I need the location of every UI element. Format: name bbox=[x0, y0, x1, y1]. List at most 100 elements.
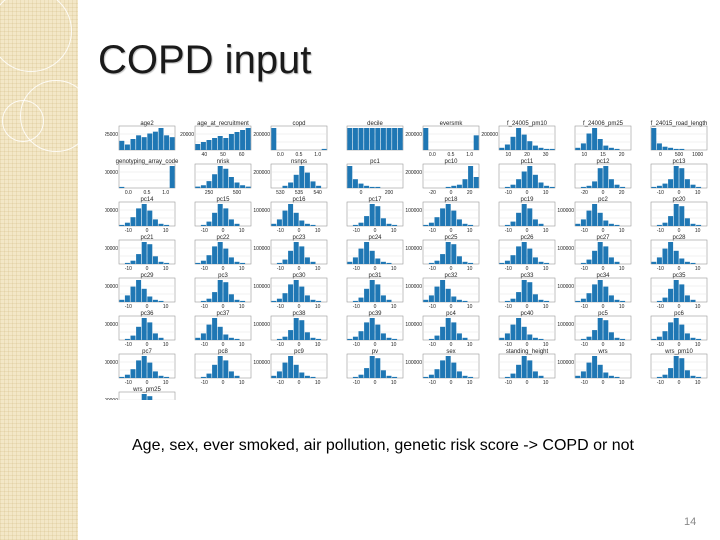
histogram-bar bbox=[217, 136, 223, 150]
x-tick-label: 0 bbox=[602, 342, 605, 348]
histogram-bar bbox=[347, 338, 353, 340]
histogram-bar bbox=[620, 338, 626, 340]
histogram-bar bbox=[516, 246, 522, 264]
histogram-bar bbox=[592, 250, 598, 264]
x-tick-label: 10 bbox=[695, 266, 701, 272]
x-tick-label: -10 bbox=[657, 380, 664, 386]
x-tick-label: 10 bbox=[467, 228, 473, 234]
x-tick-label: 10 bbox=[695, 342, 701, 348]
histogram-bar bbox=[217, 280, 223, 302]
histogram-bar bbox=[152, 131, 158, 150]
histogram-bar bbox=[668, 288, 674, 302]
panel-title: pc21 bbox=[140, 235, 154, 241]
histogram-bar bbox=[386, 128, 392, 150]
histogram-bar bbox=[364, 322, 370, 340]
histogram-bar bbox=[620, 186, 626, 188]
histogram-bar bbox=[130, 139, 136, 150]
histogram-bar bbox=[679, 168, 685, 188]
histogram-bar bbox=[212, 292, 218, 302]
histogram-bar bbox=[293, 242, 299, 264]
histogram-bar bbox=[200, 300, 206, 302]
histogram-bar bbox=[206, 140, 212, 150]
histogram-bar bbox=[690, 262, 696, 264]
histogram-bar bbox=[462, 223, 468, 226]
histogram-bar bbox=[451, 322, 457, 340]
histogram-bar bbox=[586, 362, 592, 378]
panel-frame bbox=[422, 201, 480, 227]
x-tick-label: 0 bbox=[298, 342, 301, 348]
histogram-bar bbox=[580, 143, 586, 150]
histogram-bar bbox=[124, 144, 130, 150]
histogram-bar bbox=[223, 334, 229, 340]
histogram-bar bbox=[276, 219, 282, 226]
histogram-bar bbox=[358, 128, 364, 150]
y-tick-label: 100000 bbox=[405, 322, 422, 328]
histogram-bar bbox=[597, 364, 603, 378]
x-tick-label: 0 bbox=[678, 228, 681, 234]
histogram-bar bbox=[608, 223, 614, 226]
histogram-bar bbox=[521, 171, 527, 188]
histogram-bar bbox=[282, 210, 288, 226]
panel-frame bbox=[422, 239, 480, 265]
histogram-bar bbox=[386, 337, 392, 340]
histogram-bar bbox=[592, 204, 598, 226]
x-tick-label: 10 bbox=[619, 380, 625, 386]
histogram-bar bbox=[440, 360, 446, 378]
x-tick-label: 530 bbox=[276, 190, 285, 196]
panel-frame bbox=[346, 277, 404, 303]
x-tick-label: 1.0 bbox=[314, 152, 321, 158]
histogram-bar bbox=[662, 146, 668, 150]
histogram-bar bbox=[200, 185, 206, 188]
histogram-bar bbox=[684, 179, 690, 188]
histogram-bar bbox=[124, 262, 130, 264]
x-tick-label: -10 bbox=[581, 266, 588, 272]
histogram-bar bbox=[451, 244, 457, 264]
histogram-bar bbox=[451, 210, 457, 226]
histogram-bar bbox=[299, 320, 305, 340]
histogram-bar bbox=[434, 369, 440, 378]
histogram-bar bbox=[440, 280, 446, 302]
histogram-bar bbox=[124, 374, 130, 378]
histogram-bar bbox=[516, 179, 522, 188]
histogram-bar bbox=[614, 184, 620, 188]
panel-title: pc29 bbox=[140, 273, 154, 279]
x-tick-label: -10 bbox=[657, 304, 664, 310]
histogram-bar bbox=[462, 261, 468, 264]
x-tick-label: 0.5 bbox=[448, 152, 455, 158]
x-tick-label: 0 bbox=[146, 380, 149, 386]
histogram-bar bbox=[451, 296, 457, 302]
histogram-bar bbox=[130, 335, 136, 340]
histogram-bar bbox=[597, 318, 603, 340]
histogram-bar bbox=[499, 337, 505, 340]
y-tick-label: 100000 bbox=[253, 322, 270, 328]
histogram-bar bbox=[200, 224, 206, 226]
panel-frame bbox=[650, 201, 708, 227]
panel-title: decile bbox=[367, 121, 383, 127]
histogram-bar bbox=[456, 184, 462, 188]
x-tick-label: 0 bbox=[146, 342, 149, 348]
histogram-bar bbox=[369, 356, 375, 378]
histogram-bar bbox=[580, 338, 586, 340]
panel-title: pc20 bbox=[672, 197, 686, 203]
histogram-bar bbox=[504, 144, 510, 150]
x-tick-label: 0.0 bbox=[277, 152, 284, 158]
histogram-bar bbox=[147, 210, 153, 226]
panel-title: pc10 bbox=[444, 159, 458, 165]
histogram-bar bbox=[662, 297, 668, 302]
panel-frame bbox=[574, 277, 632, 303]
histogram-bar bbox=[608, 332, 614, 340]
histogram-bar bbox=[212, 318, 218, 340]
histogram-bar bbox=[586, 210, 592, 226]
panel-title: f_24006_pm25 bbox=[583, 121, 624, 127]
y-tick-label: 100000 bbox=[557, 208, 574, 214]
histogram-bar bbox=[592, 356, 598, 378]
histogram-bar bbox=[147, 322, 153, 340]
histogram-bar bbox=[358, 374, 364, 378]
y-tick-label: 100000 bbox=[405, 246, 422, 252]
sidebar-ring bbox=[0, 0, 72, 72]
histogram-bar bbox=[603, 166, 609, 188]
x-tick-label: 10 bbox=[543, 228, 549, 234]
histogram-bar bbox=[614, 337, 620, 340]
panel-frame bbox=[422, 315, 480, 341]
